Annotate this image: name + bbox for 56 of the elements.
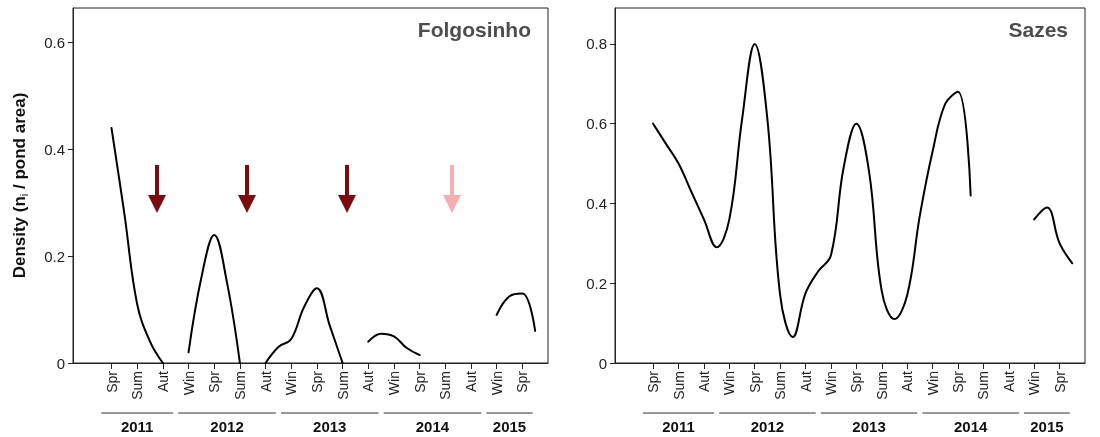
x-tick-label: Spr bbox=[206, 370, 223, 393]
x-tick-label: Spr bbox=[103, 370, 120, 393]
x-tick-label: Sum bbox=[129, 371, 146, 400]
y-tick-label: 0.6 bbox=[586, 115, 607, 133]
x-tick-label: Sum bbox=[670, 371, 687, 400]
y-tick-label: 0 bbox=[56, 354, 65, 372]
text: 2012 bbox=[210, 417, 244, 435]
x-tick-label: Aut bbox=[462, 370, 479, 393]
x-tick-label: Sum bbox=[873, 371, 890, 400]
x-tick-label: Win bbox=[1026, 371, 1043, 396]
x-tick-label: Aut bbox=[257, 370, 274, 393]
x-tick-label: Win bbox=[822, 371, 839, 396]
x-tick-label: Aut bbox=[899, 370, 916, 393]
x-tick-label: Spr bbox=[308, 370, 325, 393]
y-tick-label: 0.8 bbox=[586, 35, 607, 53]
x-tick-label: Spr bbox=[949, 370, 966, 393]
x-tick-label: Win bbox=[283, 371, 300, 396]
x-tick-label: Aut bbox=[154, 370, 171, 393]
x-tick-label: Spr bbox=[746, 370, 763, 393]
x-tick-label: Spr bbox=[1051, 370, 1068, 393]
text: 2014 bbox=[415, 417, 450, 435]
x-tick-label: Win bbox=[924, 371, 941, 396]
x-tick-label: Spr bbox=[645, 370, 662, 393]
text: 2011 bbox=[120, 417, 154, 435]
text: 2012 bbox=[750, 417, 785, 435]
x-tick-label: Aut bbox=[1000, 370, 1017, 393]
y-tick-label: 0 bbox=[598, 354, 607, 372]
y-tick-label: 0.2 bbox=[44, 247, 65, 265]
x-tick-label: Spr bbox=[411, 370, 428, 393]
y-tick-label: 0.4 bbox=[44, 140, 65, 158]
y-axis-title: Density (ni / pond area) bbox=[10, 92, 30, 279]
x-tick-label: Win bbox=[721, 371, 738, 396]
x-tick-label: Sum bbox=[437, 371, 454, 400]
x-tick-label: Aut bbox=[360, 370, 377, 393]
text: 2013 bbox=[313, 417, 347, 435]
text: 2011 bbox=[662, 417, 695, 435]
text: 2015 bbox=[1030, 417, 1064, 435]
x-tick-label: Win bbox=[385, 371, 402, 396]
y-tick-label: 0.4 bbox=[586, 194, 607, 212]
x-tick-label: Spr bbox=[514, 370, 531, 393]
text: 2013 bbox=[852, 417, 886, 435]
y-tick-label: 0.2 bbox=[586, 274, 607, 292]
x-tick-label: Aut bbox=[797, 370, 814, 393]
x-tick-label: Spr bbox=[848, 370, 865, 393]
x-tick-label: Aut bbox=[695, 370, 712, 393]
y-tick-label: 0.6 bbox=[44, 34, 65, 52]
x-tick-label: Sum bbox=[334, 371, 351, 400]
x-tick-label: Win bbox=[488, 371, 505, 396]
text: 2015 bbox=[492, 417, 527, 435]
x-tick-label: Sum bbox=[772, 371, 789, 400]
x-tick-label: Win bbox=[180, 371, 197, 396]
text: 2014 bbox=[953, 417, 989, 435]
x-tick-label: Sum bbox=[975, 371, 992, 400]
x-tick-label: Sum bbox=[231, 371, 248, 400]
text: Sazes bbox=[1008, 18, 1068, 41]
text: Folgosinho bbox=[417, 18, 532, 41]
